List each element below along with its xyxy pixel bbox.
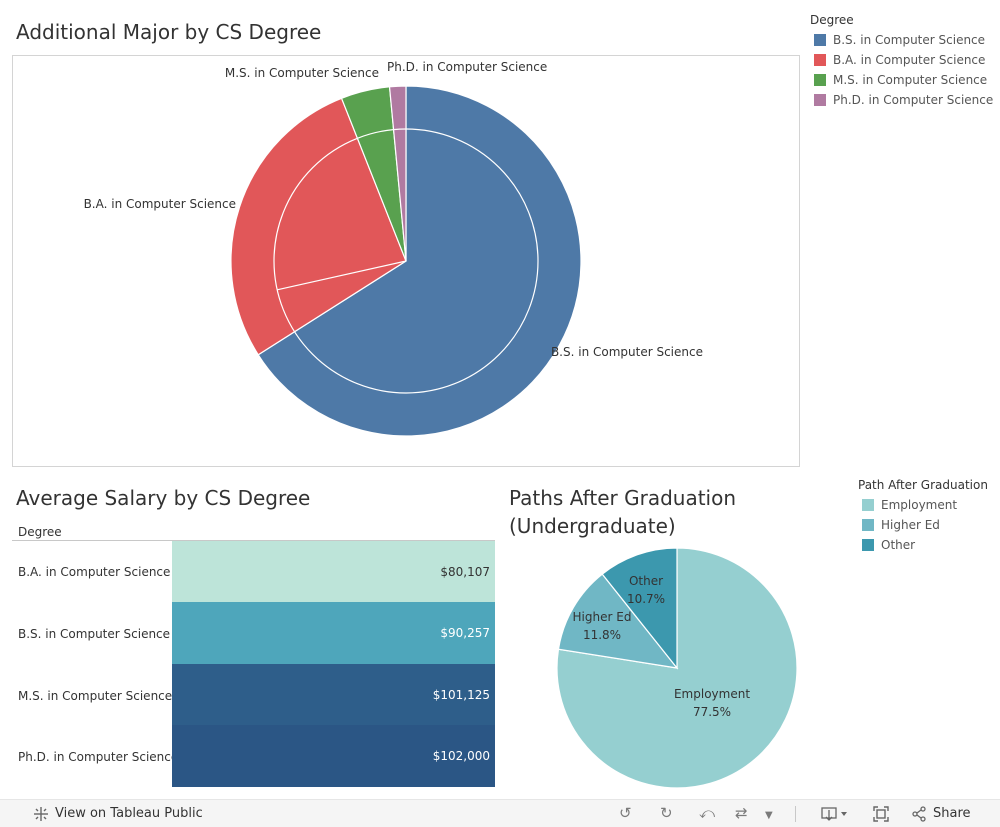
legend-label-highered: Higher Ed bbox=[881, 518, 940, 532]
legend-swatch-highered bbox=[862, 519, 874, 531]
pie-slice-ba[interactable] bbox=[230, 97, 407, 356]
chart-title-paths-line2: (Undergraduate) bbox=[509, 514, 676, 538]
additional-major-pie-chart[interactable]: B.S. in Computer Science B.A. in Compute… bbox=[0, 0, 1000, 800]
table-cell-salary-ms[interactable]: $101,125 bbox=[172, 664, 495, 725]
share-icon[interactable] bbox=[911, 806, 927, 822]
fullscreen-icon[interactable] bbox=[873, 806, 889, 822]
refresh-icon[interactable]: ⇄ bbox=[735, 804, 748, 822]
download-icon[interactable] bbox=[821, 806, 849, 822]
table-row-label-phd: Ph.D. in Computer Science bbox=[18, 750, 179, 764]
chart-panel-additional-major bbox=[12, 55, 800, 467]
legend-label-ba: B.A. in Computer Science bbox=[833, 53, 986, 67]
table-row-label-ba: B.A. in Computer Science bbox=[18, 565, 171, 579]
tableau-logo-icon bbox=[34, 807, 48, 821]
path-legend-title: Path After Graduation bbox=[858, 478, 988, 492]
table-column-header-degree: Degree bbox=[18, 525, 62, 539]
pie-label-ms: M.S. in Computer Science bbox=[225, 66, 379, 80]
table-cell-salary-phd[interactable]: $102,000 bbox=[172, 725, 495, 787]
table-row-label-bs: B.S. in Computer Science bbox=[18, 627, 171, 641]
legend-label-employment: Employment bbox=[881, 498, 958, 512]
pie-slice-bs[interactable] bbox=[257, 85, 582, 437]
legend-swatch-ms bbox=[814, 74, 826, 86]
legend-item-ms[interactable]: M.S. in Computer Science bbox=[814, 73, 987, 87]
chart-title-additional-major: Additional Major by CS Degree bbox=[16, 20, 322, 44]
legend-item-other[interactable]: Other bbox=[862, 538, 915, 552]
toolbar-divider bbox=[795, 806, 796, 822]
pie2-pct-employment: 77.5% bbox=[693, 705, 731, 719]
legend-label-bs: B.S. in Computer Science bbox=[833, 33, 986, 47]
refresh-menu-chevron-icon[interactable]: ▼ bbox=[765, 810, 773, 821]
legend-item-bs[interactable]: B.S. in Computer Science bbox=[814, 33, 985, 47]
undo-icon[interactable]: ↺ bbox=[619, 804, 632, 822]
pie2-pct-highered: 11.8% bbox=[583, 628, 621, 642]
paths-pie[interactable] bbox=[556, 547, 798, 789]
legend-item-employment[interactable]: Employment bbox=[862, 498, 957, 512]
table-row-label-ms: M.S. in Computer Science bbox=[18, 689, 173, 703]
redo-icon[interactable]: ↻ bbox=[660, 804, 673, 822]
pie2-label-other: Other bbox=[629, 574, 663, 588]
tableau-toolbar: View on Tableau Public ↺ ↻ ⤺ ⇄ ▼ Share bbox=[0, 799, 1000, 827]
pie-slice-other[interactable] bbox=[601, 547, 678, 670]
legend-label-phd: Ph.D. in Computer Science bbox=[833, 93, 994, 107]
revert-icon[interactable]: ⤺ bbox=[699, 804, 716, 822]
pie-label-bs: B.S. in Computer Science bbox=[551, 345, 703, 359]
pie2-pct-other: 10.7% bbox=[627, 592, 665, 606]
pie-slice-highered[interactable] bbox=[557, 573, 679, 669]
legend-swatch-employment bbox=[862, 499, 874, 511]
table-cell-salary-ba[interactable]: $80,107 bbox=[172, 541, 495, 602]
legend-item-phd[interactable]: Ph.D. in Computer Science bbox=[814, 93, 993, 107]
share-button[interactable]: Share bbox=[933, 806, 971, 821]
pie-label-ba: B.A. in Computer Science bbox=[84, 197, 236, 211]
legend-label-ms: M.S. in Computer Science bbox=[833, 73, 988, 87]
legend-swatch-ba bbox=[814, 54, 826, 66]
pie2-label-employment: Employment bbox=[674, 687, 750, 701]
legend-label-other: Other bbox=[881, 538, 916, 552]
pie-label-phd: Ph.D. in Computer Science bbox=[387, 60, 547, 74]
legend-swatch-other bbox=[862, 539, 874, 551]
chart-title-paths-line1: Paths After Graduation bbox=[509, 486, 737, 510]
table-cell-salary-bs[interactable]: $90,257 bbox=[172, 602, 495, 664]
legend-item-ba[interactable]: B.A. in Computer Science bbox=[814, 53, 985, 67]
pie2-label-highered: Higher Ed bbox=[573, 610, 632, 624]
table-header-divider bbox=[12, 540, 495, 541]
inner-ring-outline bbox=[273, 128, 539, 394]
view-on-tableau-link[interactable]: View on Tableau Public bbox=[55, 806, 203, 821]
chart-title-average-salary: Average Salary by CS Degree bbox=[16, 486, 311, 510]
legend-swatch-bs bbox=[814, 34, 826, 46]
legend-item-highered[interactable]: Higher Ed bbox=[862, 518, 940, 532]
degree-legend-title: Degree bbox=[810, 13, 854, 27]
legend-swatch-phd bbox=[814, 94, 826, 106]
inner-ring-separator bbox=[277, 260, 407, 291]
